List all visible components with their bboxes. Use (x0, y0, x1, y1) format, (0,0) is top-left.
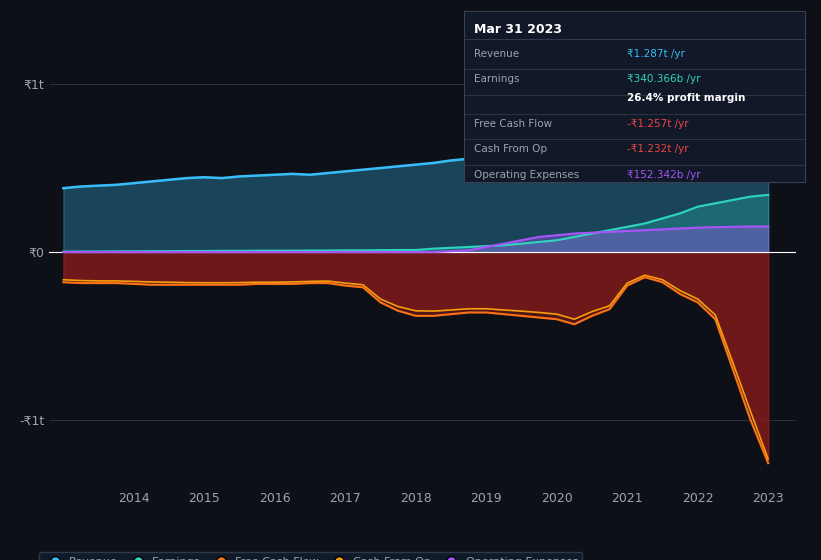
Text: Free Cash Flow: Free Cash Flow (474, 119, 553, 129)
Text: ₹340.366b /yr: ₹340.366b /yr (627, 74, 701, 85)
Text: Operating Expenses: Operating Expenses (474, 170, 580, 180)
Legend: Revenue, Earnings, Free Cash Flow, Cash From Op, Operating Expenses: Revenue, Earnings, Free Cash Flow, Cash … (39, 552, 582, 560)
Text: ₹1.287t /yr: ₹1.287t /yr (627, 49, 686, 59)
Text: 26.4% profit margin: 26.4% profit margin (627, 93, 745, 103)
Text: ₹152.342b /yr: ₹152.342b /yr (627, 170, 701, 180)
Text: Cash From Op: Cash From Op (474, 144, 547, 155)
Text: -₹1.232t /yr: -₹1.232t /yr (627, 144, 689, 155)
Text: Revenue: Revenue (474, 49, 519, 59)
Text: Mar 31 2023: Mar 31 2023 (474, 23, 562, 36)
Text: Earnings: Earnings (474, 74, 520, 85)
Text: -₹1.257t /yr: -₹1.257t /yr (627, 119, 689, 129)
